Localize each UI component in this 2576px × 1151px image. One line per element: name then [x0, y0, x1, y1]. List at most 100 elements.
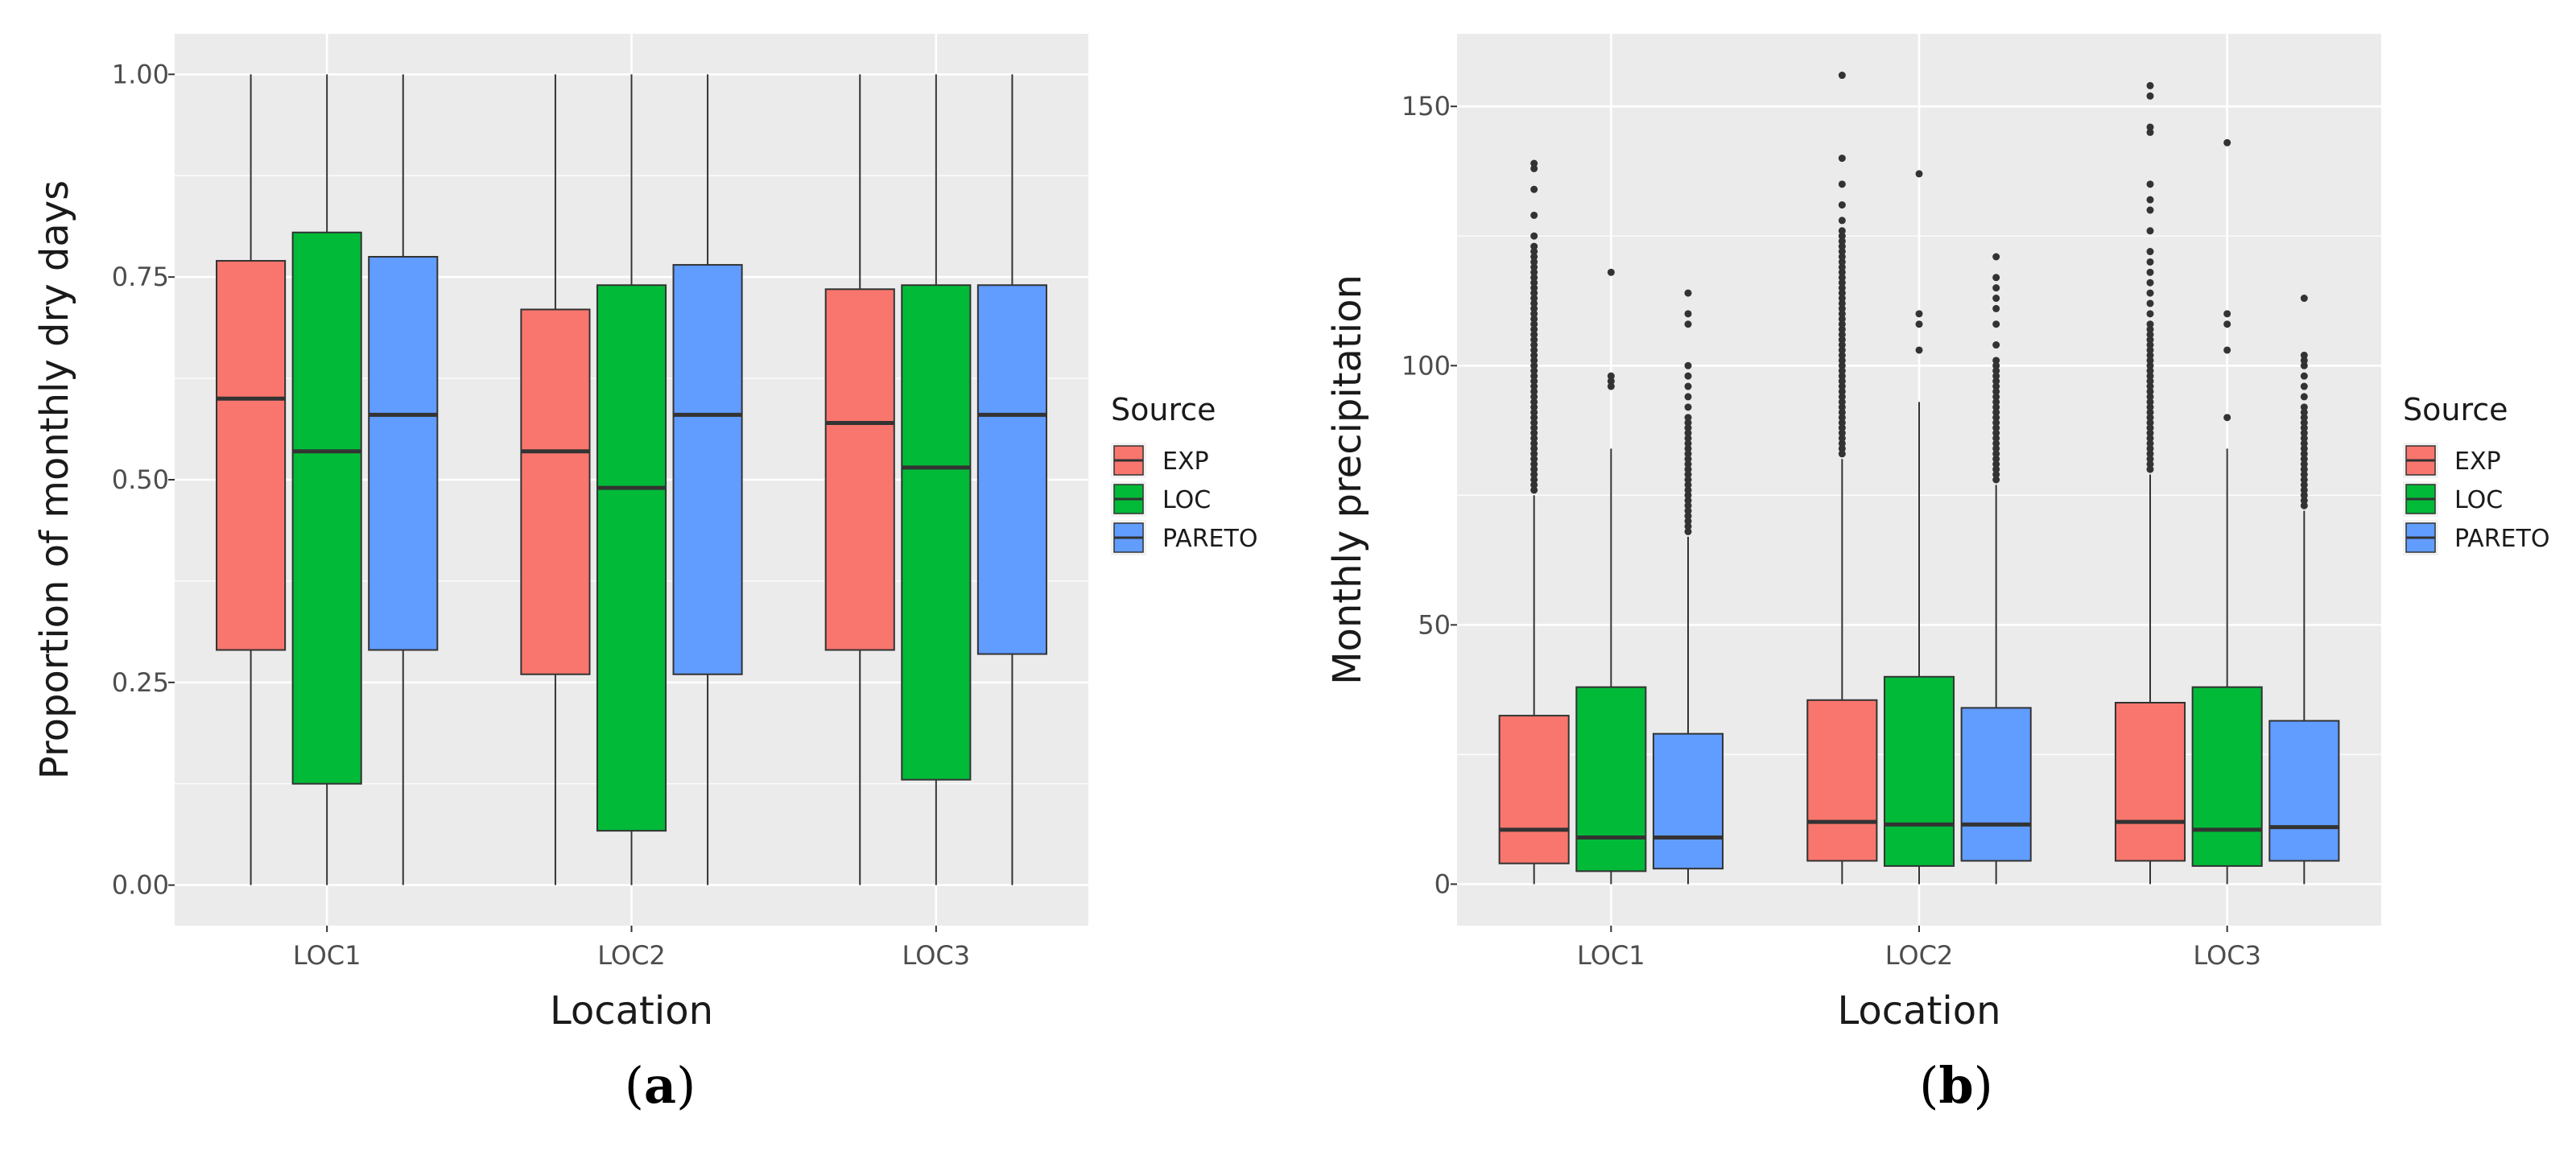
- outlier-point: [1684, 444, 1692, 452]
- box-exp-loc2: [1806, 72, 1878, 885]
- outlier-point: [1530, 248, 1538, 256]
- outlier-point: [1684, 497, 1692, 505]
- outlier-point: [2223, 138, 2231, 146]
- outlier-point: [2300, 429, 2308, 437]
- outlier-point: [1992, 408, 2000, 416]
- caption-paren-open: (: [1919, 1056, 1938, 1115]
- outlier-point: [1992, 274, 2000, 282]
- x-tick-label-loc1: LOC1: [1577, 940, 1645, 971]
- outlier-point: [1838, 357, 1846, 365]
- outlier-point: [1838, 450, 1846, 458]
- outlier-point: [1992, 320, 2000, 328]
- box-exp-loc1: [1498, 159, 1570, 885]
- outlier-point: [1992, 357, 2000, 365]
- panel-caption: (b): [1919, 1056, 1993, 1115]
- outlier-point: [1992, 367, 2000, 375]
- outlier-point: [1530, 382, 1538, 390]
- outlier-point: [1684, 460, 1692, 468]
- outlier-point: [1530, 320, 1538, 328]
- box-body: [596, 284, 667, 832]
- outlier-point: [2223, 310, 2231, 318]
- series-exp: [1498, 72, 2186, 885]
- y-tick-label: 50: [1418, 609, 1451, 640]
- outlier-point: [1684, 512, 1692, 520]
- outlier-point: [1838, 346, 1846, 354]
- outlier-point: [1684, 372, 1692, 380]
- outlier-point: [1838, 217, 1846, 225]
- series-loc: [1575, 138, 2263, 885]
- legend-item-pareto: PARETO: [1111, 520, 1257, 555]
- outlier-point: [1684, 507, 1692, 515]
- outlier-point: [1530, 164, 1538, 172]
- outlier-point: [2300, 444, 2308, 452]
- outlier-point: [1530, 419, 1538, 427]
- outlier-point: [1838, 325, 1846, 333]
- outlier-point: [2223, 414, 2231, 422]
- outlier-point: [1838, 232, 1846, 240]
- outlier-point: [1684, 527, 1692, 535]
- box-loc-loc1: [1575, 268, 1647, 885]
- box-loc-loc3: [2191, 138, 2263, 885]
- outlier-point: [1530, 263, 1538, 271]
- outlier-point: [1530, 414, 1538, 422]
- outlier-point: [2146, 460, 2154, 468]
- outlier-point: [2223, 346, 2231, 354]
- outlier-point: [1530, 444, 1538, 452]
- outlier-point: [1530, 377, 1538, 386]
- outlier-point: [2146, 398, 2154, 406]
- outlier-point: [1530, 367, 1538, 375]
- legend-item-loc: LOC: [1111, 481, 1211, 517]
- outlier-point: [1530, 295, 1538, 303]
- outlier-point: [1530, 242, 1538, 250]
- outlier-point: [1992, 450, 2000, 458]
- outlier-point: [2300, 424, 2308, 432]
- box-body: [1498, 715, 1570, 864]
- outlier-point: [1684, 455, 1692, 463]
- outlier-point: [1838, 419, 1846, 427]
- outlier-point: [1530, 325, 1538, 333]
- outlier-point: [2300, 460, 2308, 468]
- outlier-point: [2300, 351, 2308, 359]
- outlier-point: [2146, 180, 2154, 188]
- outlier-point: [2300, 491, 2308, 499]
- outlier-point: [1530, 274, 1538, 282]
- caption-paren-close: ): [676, 1056, 696, 1115]
- outlier-point: [1684, 518, 1692, 526]
- box-exp-loc3: [2114, 81, 2186, 885]
- outlier-point: [1530, 278, 1538, 287]
- legend-label: PARETO: [1162, 525, 1257, 553]
- legend-item-exp: EXP: [2403, 443, 2501, 478]
- outlier-point: [2146, 387, 2154, 395]
- outlier-point: [1838, 372, 1846, 380]
- outlier-point: [1838, 237, 1846, 245]
- chart-panel-b: 0 50 100 150 LOC1 LOC2 LOC3 Location Monthly pre…: [1325, 34, 2549, 1115]
- outlier-point: [1992, 444, 2000, 452]
- outlier-point: [1684, 491, 1692, 499]
- outlier-point: [1530, 481, 1538, 489]
- y-tick-label: 0.75: [112, 262, 169, 292]
- outlier-point: [1838, 320, 1846, 328]
- outlier-point: [1684, 382, 1692, 390]
- outlier-point: [1530, 429, 1538, 437]
- outlier-point: [1530, 372, 1538, 380]
- outlier-point: [1530, 471, 1538, 479]
- box-loc-loc2: [1883, 170, 1955, 885]
- outlier-point: [1684, 414, 1692, 422]
- outlier-point: [1530, 331, 1538, 339]
- outlier-point: [1992, 393, 2000, 401]
- outlier-point: [2146, 357, 2154, 365]
- outlier-point: [1838, 201, 1846, 209]
- outlier-point: [2300, 465, 2308, 473]
- outlier-point: [1838, 180, 1846, 188]
- outlier-point: [1530, 336, 1538, 344]
- outlier-point: [1530, 361, 1538, 369]
- outlier-point: [1915, 310, 1923, 318]
- outlier-point: [1992, 455, 2000, 463]
- series-pareto: [1652, 253, 2340, 885]
- outlier-point: [2146, 439, 2154, 448]
- outlier-point: [1684, 393, 1692, 401]
- outlier-point: [1838, 424, 1846, 432]
- box-exp-loc3: [824, 74, 895, 885]
- outlier-point: [1530, 398, 1538, 406]
- outlier-point: [1838, 382, 1846, 390]
